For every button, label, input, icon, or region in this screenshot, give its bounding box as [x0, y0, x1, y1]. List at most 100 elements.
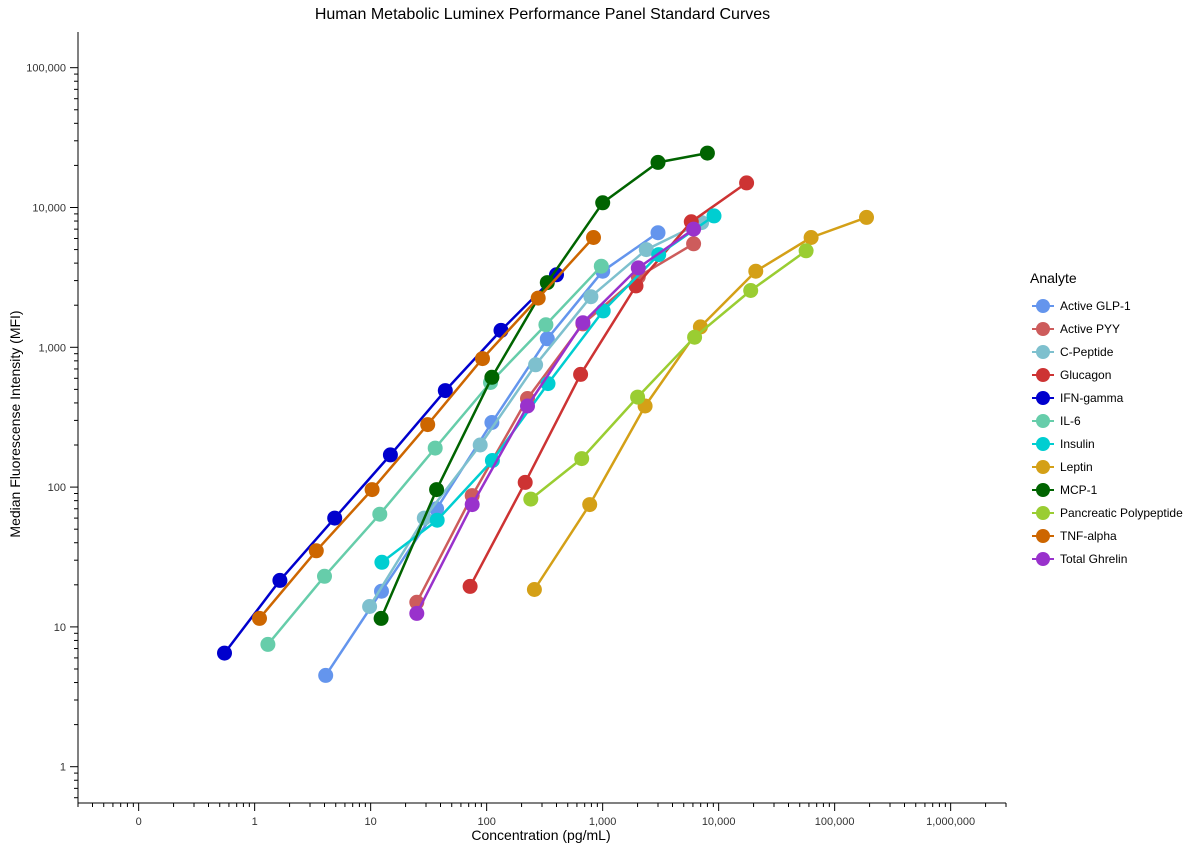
data-point-leptin: [803, 230, 819, 245]
data-point-active-glp-1: [484, 415, 500, 430]
data-point-ifn-gamma: [493, 322, 509, 338]
legend-item-insulin: Insulin: [1030, 432, 1183, 455]
data-point-tnf-alpha: [364, 482, 380, 498]
legend-key-active-glp-1: [1030, 296, 1056, 316]
legend-items: Active GLP-1 Active PYY C-Peptide Glucagon I…: [1030, 294, 1183, 570]
data-point-mcp-1: [650, 154, 666, 170]
legend-label: Glucagon: [1060, 367, 1112, 382]
data-point-mcp-1: [373, 610, 389, 626]
data-point-leptin: [582, 497, 598, 513]
series-line-pancreatic-polypeptide: [530, 249, 807, 501]
data-point-insulin: [595, 303, 611, 319]
data-point-pancreatic-polypeptide: [743, 283, 759, 298]
legend-label: Total Ghrelin: [1060, 551, 1128, 566]
data-point-mcp-1: [539, 275, 555, 291]
legend-key-c-peptide: [1030, 342, 1056, 362]
legend-item-c-peptide: C-Peptide: [1030, 340, 1183, 363]
data-point-mcp-1: [429, 482, 445, 498]
series-ifn-gamma: [217, 267, 564, 661]
data-point-il-6: [372, 506, 388, 522]
data-point-pancreatic-polypeptide: [798, 243, 814, 259]
legend-key-il-6: [1030, 411, 1056, 431]
x-axis-title: Concentration (pg/mL): [471, 827, 610, 843]
legend-key-mcp-1: [1030, 480, 1056, 500]
data-point-glucagon: [573, 366, 589, 382]
y-tick-label: 10,000: [32, 202, 66, 214]
x-tick-label: 10: [365, 816, 377, 828]
data-point-c-peptide: [583, 289, 599, 305]
data-point-total-ghrelin: [520, 398, 535, 414]
legend-label: Active PYY: [1060, 321, 1121, 336]
data-point-il-6: [260, 636, 276, 652]
data-point-pancreatic-polypeptide: [523, 491, 539, 507]
series-pancreatic-polypeptide: [523, 243, 814, 507]
x-tick-label: 1,000: [589, 816, 617, 828]
data-point-tnf-alpha: [530, 290, 546, 306]
data-point-il-6: [593, 258, 609, 274]
data-point-ifn-gamma: [437, 383, 453, 399]
legend-item-il-6: IL-6: [1030, 409, 1183, 432]
series-glucagon: [462, 175, 755, 594]
legend-item-mcp-1: MCP-1: [1030, 478, 1183, 501]
legend-item-ifn-gamma: IFN-gamma: [1030, 386, 1183, 409]
series-layer: [217, 145, 874, 683]
x-tick-label: 10,000: [702, 816, 736, 828]
legend-label: Leptin: [1060, 459, 1093, 474]
data-point-tnf-alpha: [252, 610, 267, 626]
legend-item-tnf-alpha: TNF-alpha: [1030, 524, 1183, 547]
series-line-glucagon: [468, 181, 748, 587]
data-point-glucagon: [517, 474, 533, 490]
series-il-6: [260, 258, 609, 652]
data-point-total-ghrelin: [630, 260, 646, 276]
legend-key-total-ghrelin: [1030, 549, 1056, 569]
data-point-active-glp-1: [318, 667, 334, 683]
y-tick-label: 100,000: [26, 63, 66, 75]
data-point-tnf-alpha: [308, 543, 324, 559]
data-point-tnf-alpha: [475, 351, 490, 367]
legend-key-leptin: [1030, 457, 1056, 477]
legend-item-glucagon: Glucagon: [1030, 363, 1183, 386]
legend-key-pancreatic-polypeptide: [1030, 503, 1056, 523]
data-point-pancreatic-polypeptide: [687, 329, 703, 345]
data-point-total-ghrelin: [686, 221, 702, 237]
y-axis-title: Median Fluorescense Intensity (MFI): [7, 310, 23, 537]
series-line-leptin: [533, 216, 867, 591]
data-point-active-glp-1: [539, 331, 555, 347]
y-tick-label: 10: [54, 622, 66, 634]
data-point-mcp-1: [484, 369, 500, 385]
series-line-c-peptide: [368, 221, 703, 608]
legend-key-active-pyy: [1030, 319, 1056, 339]
series-tnf-alpha: [252, 230, 601, 626]
series-total-ghrelin: [409, 221, 702, 621]
data-point-pancreatic-polypeptide: [630, 389, 646, 405]
data-point-insulin: [429, 512, 445, 528]
data-point-total-ghrelin: [409, 605, 425, 621]
legend-key-insulin: [1030, 434, 1056, 454]
axes: 0 1 10 100 1,000 10,000 100,000 1,000,000 1 10 100…: [26, 32, 1007, 828]
y-tick-label: 100: [48, 482, 66, 494]
data-point-total-ghrelin: [575, 315, 591, 331]
legend-item-active-pyy: Active PYY: [1030, 317, 1183, 340]
legend-label: MCP-1: [1060, 482, 1098, 497]
chart-title: Human Metabolic Luminex Performance Pane…: [314, 6, 771, 23]
legend-label: Active GLP-1: [1060, 298, 1131, 313]
data-point-leptin: [526, 582, 542, 597]
y-tick-label: 1: [60, 762, 66, 774]
x-tick-label: 0: [136, 816, 142, 828]
data-point-glucagon: [628, 278, 644, 294]
legend-item-active-glp-1: Active GLP-1: [1030, 294, 1183, 317]
legend-title: Analyte: [1030, 270, 1077, 286]
data-point-c-peptide: [638, 242, 654, 258]
data-point-mcp-1: [595, 195, 611, 211]
data-point-active-glp-1: [650, 225, 666, 241]
data-point-ifn-gamma: [327, 510, 343, 526]
legend: Analyte Active GLP-1 Active PYY C-Peptide G…: [1030, 270, 1183, 570]
series-line-total-ghrelin: [415, 228, 695, 614]
data-point-insulin: [374, 554, 390, 570]
data-point-il-6: [427, 440, 443, 456]
y-tick-label: 1,000: [38, 342, 66, 354]
legend-label: Insulin: [1060, 436, 1095, 451]
data-point-il-6: [538, 317, 554, 333]
legend-label: IL-6: [1060, 413, 1081, 428]
